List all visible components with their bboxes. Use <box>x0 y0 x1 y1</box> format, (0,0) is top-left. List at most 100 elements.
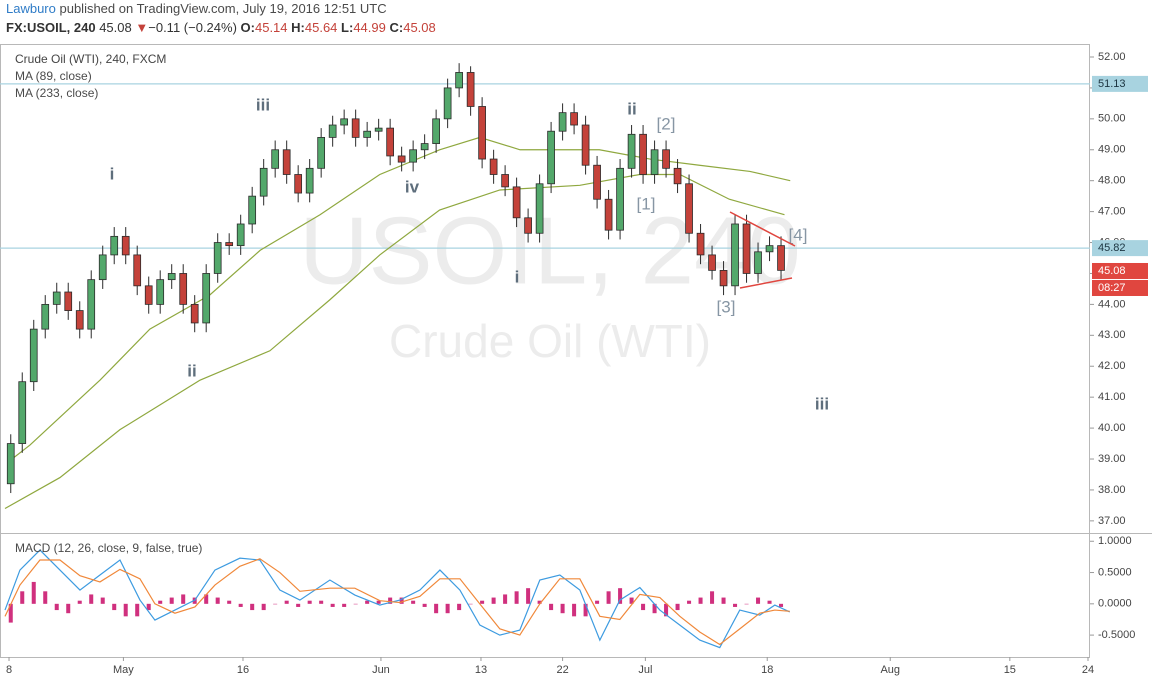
candle-body <box>593 164 601 200</box>
histogram-bar <box>733 603 738 607</box>
author[interactable]: Lawburo <box>6 1 56 16</box>
quote-line: FX:USOIL, 240 45.08 ▼−0.11 (−0.24%) O:45… <box>6 20 436 35</box>
macd-line <box>4 558 790 646</box>
candle-body <box>432 118 440 144</box>
candle-body <box>75 310 84 330</box>
histogram-bar <box>606 591 611 604</box>
histogram-bar <box>526 588 531 604</box>
histogram-bar <box>123 603 128 617</box>
symbol: FX:USOIL, 240 <box>6 20 96 35</box>
candle-body <box>708 254 716 271</box>
publish-line: Lawburo published on TradingView.com, Ju… <box>6 1 387 16</box>
y-tick-label: 1.0000 <box>1098 535 1132 547</box>
histogram-bar <box>572 603 577 617</box>
y-tick-label: 52.00 <box>1098 51 1126 63</box>
last-price-label: 45.08 <box>1098 265 1126 277</box>
candle-body <box>547 130 555 185</box>
histogram-bar <box>135 603 140 617</box>
candle-body <box>121 235 130 256</box>
wave-label: ii <box>627 99 636 118</box>
candle-body <box>673 167 682 185</box>
y-tick-label: 49.00 <box>1098 144 1126 156</box>
candle-body <box>501 174 509 188</box>
candle-body <box>765 245 774 253</box>
histogram-bar <box>342 603 347 607</box>
y-tick-label: 47.00 <box>1098 206 1126 218</box>
candle-body <box>639 133 647 175</box>
histogram-bar <box>583 603 588 617</box>
candle-body <box>29 328 38 383</box>
candle-body <box>374 127 383 132</box>
candle-body <box>317 136 326 169</box>
candle-body <box>731 223 739 287</box>
histogram-bar <box>721 597 726 604</box>
candle-body <box>87 279 96 330</box>
histogram-bar <box>411 600 416 604</box>
candle-body <box>627 133 636 169</box>
histogram-bar <box>319 600 324 604</box>
candle-body <box>512 186 521 219</box>
macd-line <box>4 549 791 649</box>
histogram-bar <box>710 591 715 604</box>
candle-body <box>18 381 27 444</box>
candle-body <box>328 124 337 138</box>
histogram-bar <box>537 600 542 604</box>
candle-body <box>190 303 199 324</box>
candle-body <box>213 242 222 274</box>
wave-label: [2] <box>657 114 676 133</box>
hline-label: 45.82 <box>1098 242 1126 254</box>
countdown-box <box>1092 279 1148 296</box>
histogram-bar <box>169 597 174 604</box>
candle-body <box>282 149 291 175</box>
histogram-bar <box>641 603 646 611</box>
close: 45.08 <box>403 20 436 35</box>
candle-body <box>489 158 498 175</box>
histogram-bar <box>54 603 59 611</box>
candle-body <box>305 167 314 194</box>
candle-body <box>570 112 578 126</box>
histogram-bar <box>549 603 554 611</box>
candle-body <box>650 149 659 175</box>
histogram-bar <box>100 597 105 604</box>
histogram-bar <box>756 597 761 604</box>
histogram-bar <box>629 597 634 604</box>
y-tick-label: 43.00 <box>1098 329 1126 341</box>
candle-body <box>616 167 624 231</box>
candle-body <box>144 285 153 305</box>
open: 45.14 <box>255 20 288 35</box>
y-tick-label: 41.00 <box>1098 391 1126 403</box>
low: 44.99 <box>353 20 386 35</box>
x-tick-label: 22 <box>556 664 568 676</box>
y-tick-label: 38.00 <box>1098 484 1126 496</box>
candle-body <box>420 143 429 151</box>
watermark-name: Crude Oil (WTI) <box>389 315 711 367</box>
histogram-bar <box>675 603 680 611</box>
candle-body <box>236 223 245 247</box>
histogram-bar <box>8 603 13 623</box>
wave-label: ii <box>187 361 196 380</box>
macd-title: MACD (12, 26, close, 9, false, true) <box>15 541 202 555</box>
candle-body <box>351 118 360 138</box>
y-tick-label: -0.5000 <box>1098 629 1135 641</box>
histogram-bar <box>273 603 278 605</box>
x-tick-label: 15 <box>1004 664 1016 676</box>
wave-label: [3] <box>717 297 736 316</box>
histogram-bar <box>595 600 600 604</box>
candle-body <box>742 223 751 274</box>
histogram-bar <box>365 600 370 604</box>
candle-body <box>52 291 61 305</box>
histogram-bar <box>388 597 393 604</box>
high: 45.64 <box>305 20 338 35</box>
hline-label: 51.13 <box>1098 78 1126 90</box>
candle-body <box>133 254 142 287</box>
histogram-bar <box>698 597 703 604</box>
y-tick-label: 42.00 <box>1098 360 1126 372</box>
x-tick-label: Jul <box>638 664 652 676</box>
histogram-bar <box>744 603 749 605</box>
candle-body <box>455 72 463 89</box>
histogram-bar <box>560 603 565 614</box>
candle-body <box>754 251 762 274</box>
candle-body <box>386 127 394 157</box>
c-label: C: <box>390 20 404 35</box>
